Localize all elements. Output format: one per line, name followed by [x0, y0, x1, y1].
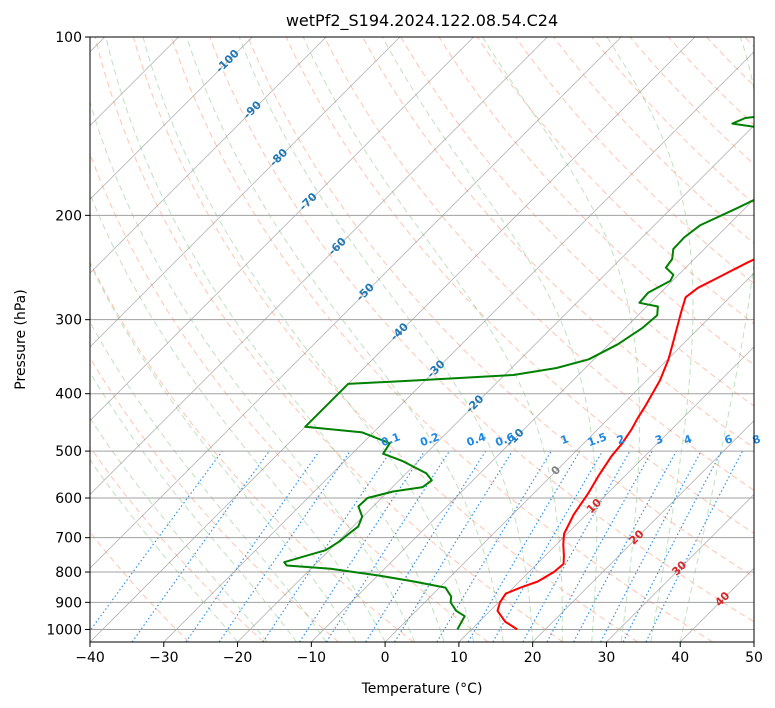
x-tick-label: −30	[149, 650, 179, 666]
axis-ticks: −40 −30 −20 −10 0 10 20 30 40 5010020030040050060…	[46, 30, 763, 666]
isotherm-line	[90, 37, 696, 642]
mixing-ratio-label: 8	[751, 432, 763, 447]
dry-adiabat-line	[90, 260, 414, 642]
dry-adiabat-line	[323, 37, 754, 491]
moist-adiabat-line	[606, 37, 694, 642]
mixing-ratio-label: 1	[559, 432, 571, 447]
y-tick-label: 200	[55, 208, 82, 224]
mixing-ratio-label: 1.5	[586, 430, 609, 449]
chart-title: wetPf2_S194.2024.122.08.54.C24	[286, 11, 558, 31]
dry-adiabat-line	[90, 446, 265, 642]
mixing-ratio-line	[492, 450, 604, 642]
mixing-ratio-label: 0.4	[465, 430, 488, 449]
dry-adiabat-line	[209, 37, 754, 623]
y-tick-label: 800	[55, 565, 82, 581]
mixing-ratio-line	[365, 450, 487, 642]
x-axis-label: Temperature (°C)	[361, 681, 483, 697]
dry-adiabat-line	[553, 37, 754, 245]
moist-adiabat-line	[90, 192, 386, 642]
mixing-ratio-label: 4	[682, 432, 694, 447]
temperature-line	[496, 258, 754, 631]
isotherm-line	[606, 493, 754, 642]
mixing-ratio-line	[522, 450, 631, 642]
x-tick-label: 10	[450, 650, 468, 666]
isotherm-line	[90, 37, 327, 274]
mixing-ratio-label: 0.2	[418, 430, 441, 449]
y-tick-label: 400	[55, 387, 82, 403]
y-tick-label: 300	[55, 313, 82, 329]
mixing-ratio-line	[131, 450, 270, 642]
mixing-ratio-line	[572, 450, 677, 642]
background-lines	[90, 37, 754, 642]
plot-frame	[89, 36, 755, 643]
dry-adiabat-line	[400, 37, 754, 407]
dry-adiabat-line	[515, 37, 754, 285]
moist-adiabat-line	[382, 37, 598, 642]
moist-adiabat-line	[90, 459, 238, 642]
isotherm-line	[90, 37, 548, 496]
mixing-ratio-line	[394, 450, 513, 642]
mixing-ratio-label: 6	[723, 432, 735, 447]
isotherm-line	[90, 37, 622, 569]
dewpoint-line	[283, 116, 754, 630]
y-tick-label: 100	[55, 30, 82, 46]
x-tick-label: 40	[671, 650, 689, 666]
isotherm-line	[163, 51, 754, 642]
isotherm-line	[90, 37, 253, 200]
isotherm-line	[90, 37, 401, 348]
moist-adiabat-line	[90, 417, 268, 642]
x-tick-label: −20	[223, 650, 253, 666]
y-tick-label: 500	[55, 444, 82, 460]
dry-adiabat-line	[132, 37, 639, 642]
x-tick-label: 20	[524, 650, 542, 666]
mixing-ratio-line	[185, 450, 320, 642]
x-tick-label: −10	[297, 650, 327, 666]
y-tick-label: 1000	[46, 622, 82, 638]
moist-adiabat-line	[105, 37, 445, 642]
x-tick-label: 50	[745, 650, 763, 666]
y-axis-label: Pressure (hPa)	[13, 289, 29, 389]
mixing-ratio-label: 3	[653, 432, 665, 447]
dry-adiabat-line	[94, 37, 564, 642]
mixing-ratio-label: 0.1	[379, 430, 402, 449]
mixing-ratio-line	[90, 450, 223, 632]
dry-adiabat-line	[247, 37, 754, 578]
y-tick-label: 700	[55, 531, 82, 547]
moist-adiabat-line	[238, 37, 534, 642]
isotherm-line	[384, 272, 754, 642]
isotherm-line	[90, 37, 474, 422]
y-tick-label: 600	[55, 491, 82, 507]
moist-adiabat-line	[302, 37, 563, 642]
y-tick-label: 900	[55, 595, 82, 611]
mixing-ratio-label: 0.6	[494, 430, 517, 449]
moist-adiabat-line	[482, 37, 640, 642]
x-tick-label: 30	[598, 650, 616, 666]
x-tick-label: −40	[75, 650, 105, 666]
mixing-ratio-line	[467, 450, 581, 642]
dry-adiabat-line	[629, 37, 754, 165]
x-tick-label: 0	[381, 650, 390, 666]
isotherm-line	[458, 346, 754, 642]
moist-adiabat-line	[90, 371, 297, 642]
mixing-ratio-line	[218, 450, 351, 642]
isotherm-line	[311, 198, 754, 642]
isotherm-line	[532, 420, 754, 642]
moist-adiabat-line	[679, 37, 754, 642]
moist-adiabat-line	[142, 37, 475, 642]
dry-adiabat-line	[438, 37, 754, 366]
mixing-ratio-label: 2	[615, 432, 627, 447]
moist-adiabat-line	[90, 262, 357, 642]
moist-adiabat-line	[90, 321, 327, 642]
moist-adiabat-line	[186, 37, 504, 642]
series-group	[283, 116, 754, 631]
